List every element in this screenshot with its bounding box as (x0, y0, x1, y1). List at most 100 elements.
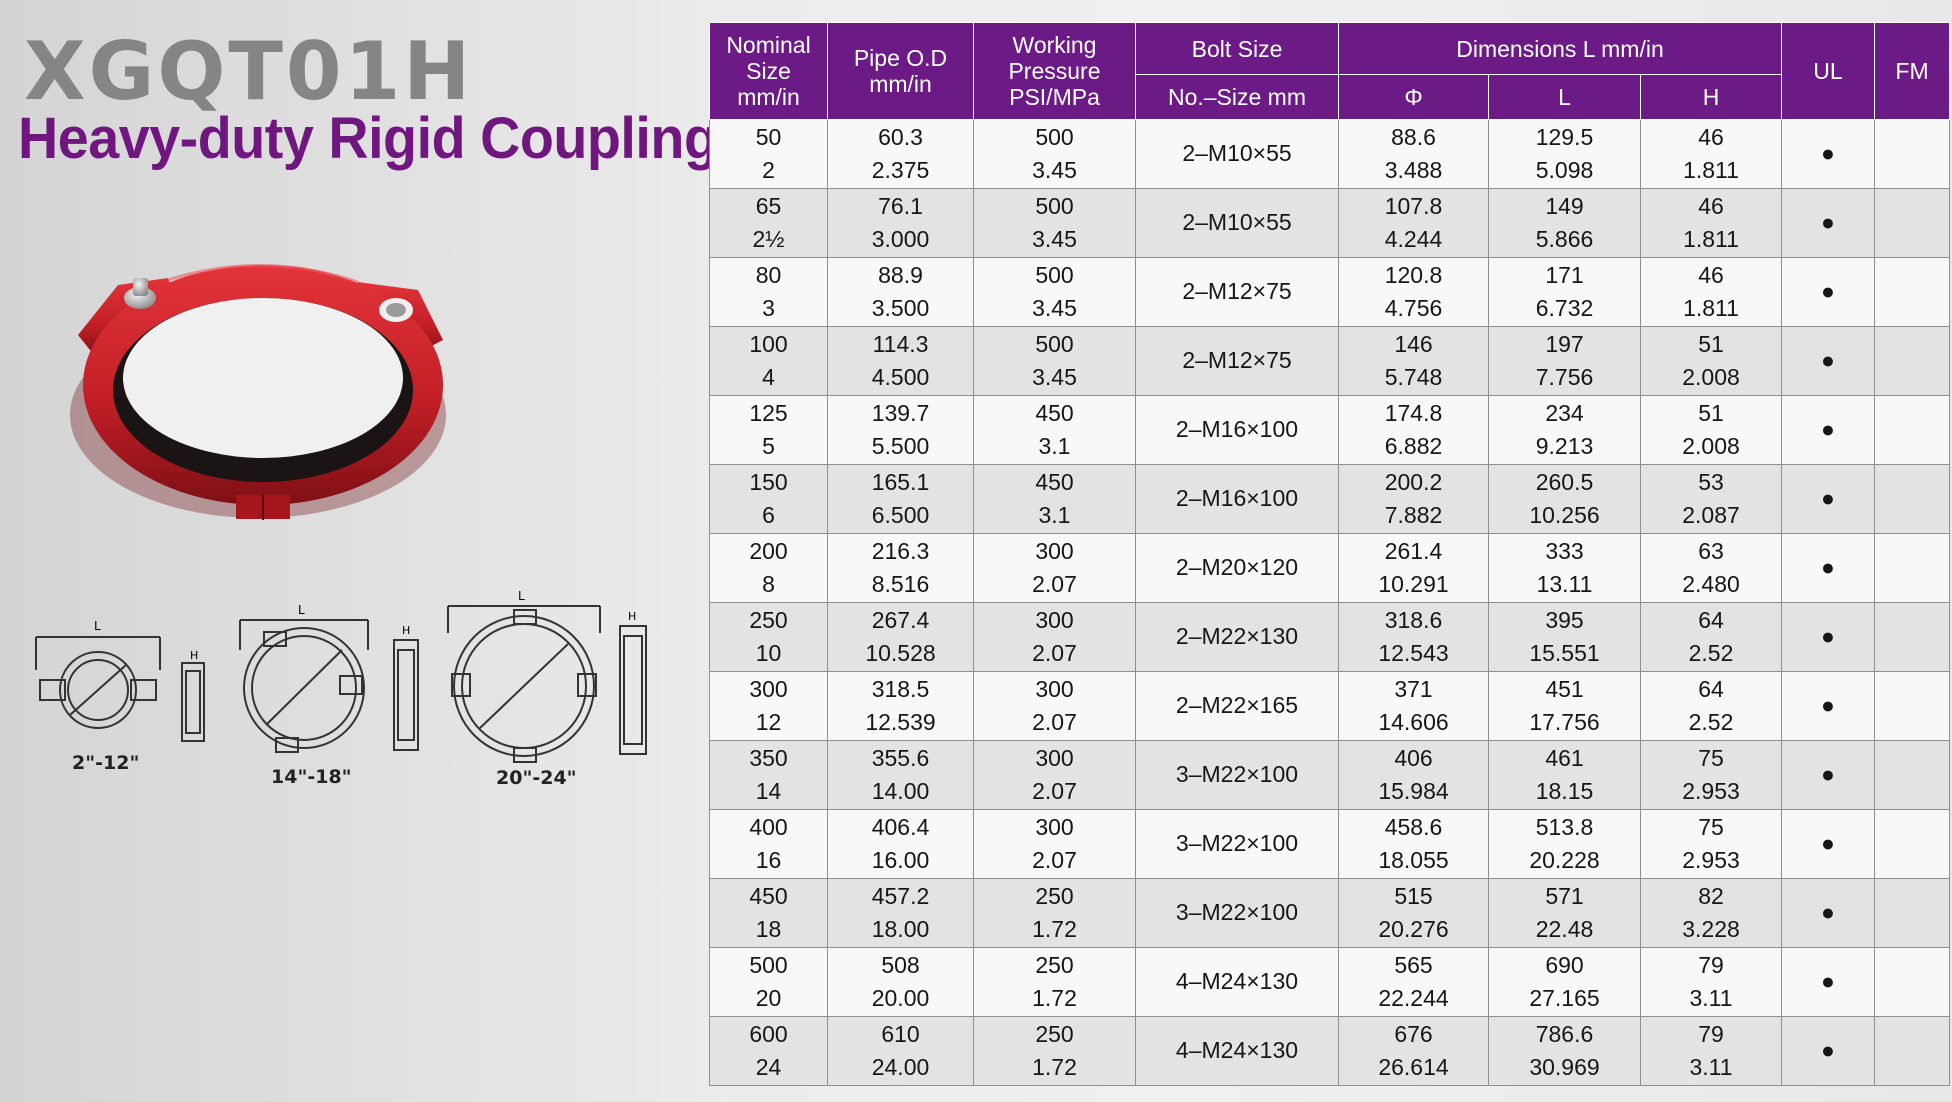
dim-l-metric: 395 (1545, 606, 1584, 633)
working-pressure-imperial: 3.45 (1032, 157, 1077, 183)
cell-pipe-od: 88.9 3.500 (827, 257, 974, 327)
dim-h-metric: 46 (1698, 192, 1724, 219)
dim-h-metric: 46 (1698, 261, 1724, 288)
cell-dim-phi: 676 26.614 (1338, 1016, 1489, 1086)
dim-l-metric: 260.5 (1535, 468, 1594, 495)
nominal-size-imperial: 18 (755, 916, 782, 942)
table-row: 100 4 114.3 4.500 500 3.45 2–M12×75 146 5.748 197… (709, 326, 1950, 396)
cell-ul-listed: ● (1781, 119, 1875, 189)
table-row: 400 16 406.4 16.00 300 2.07 3–M22×100 458.6 18.0… (709, 809, 1950, 879)
cell-pipe-od: 165.1 6.500 (827, 464, 974, 534)
cell-dim-l: 690 27.165 (1488, 947, 1641, 1017)
dim-phi-imperial: 26.614 (1378, 1054, 1449, 1080)
nominal-size-imperial: 20 (755, 985, 782, 1011)
cell-pipe-od: 406.4 16.00 (827, 809, 974, 879)
table-row: 500 20 508 20.00 250 1.72 4–M24×130 565 22.244 69… (709, 947, 1950, 1017)
pipe-od-metric: 139.7 (871, 399, 930, 426)
dim-l-metric: 171 (1545, 261, 1584, 288)
cell-fm-approved (1874, 533, 1950, 603)
cell-dim-l: 333 13.11 (1488, 533, 1641, 603)
cell-ul-listed: ● (1781, 1016, 1875, 1086)
cell-dim-phi: 515 20.276 (1338, 878, 1489, 948)
dim-phi-metric: 146 (1394, 330, 1433, 357)
pipe-od-metric: 60.3 (878, 123, 923, 150)
cell-dim-phi: 88.6 3.488 (1338, 119, 1489, 189)
cell-pipe-od: 267.4 10.528 (827, 602, 974, 672)
cell-dim-l: 260.5 10.256 (1488, 464, 1641, 534)
dim-phi-imperial: 7.882 (1384, 502, 1443, 528)
pipe-od-imperial: 14.00 (871, 778, 930, 804)
pipe-od-imperial: 6.500 (871, 502, 930, 528)
dim-height-mark: H (402, 624, 410, 637)
cell-fm-approved (1874, 809, 1950, 879)
working-pressure-imperial: 3.1 (1038, 433, 1071, 459)
dim-h-imperial: 1.811 (1683, 157, 1739, 183)
drawing-range-label: 2"-12" (72, 752, 140, 774)
cell-bolt-size: 3–M22×100 (1135, 740, 1339, 810)
cell-nominal-size: 65 2½ (709, 188, 828, 258)
dim-phi-imperial: 10.291 (1378, 571, 1449, 597)
cell-dim-h: 75 2.953 (1640, 740, 1782, 810)
cell-dim-h: 75 2.953 (1640, 809, 1782, 879)
cell-working-pressure: 500 3.45 (973, 326, 1136, 396)
cell-pipe-od: 610 24.00 (827, 1016, 974, 1086)
working-pressure-metric: 300 (1035, 606, 1074, 633)
header-dim-l: L (1488, 74, 1641, 120)
working-pressure-imperial: 3.45 (1032, 364, 1077, 390)
pipe-od-imperial: 20.00 (871, 985, 930, 1011)
cell-dim-h: 51 2.008 (1640, 395, 1782, 465)
spec-table: Nominal Size mm/in Pipe O.D mm/in Workin… (709, 22, 1950, 1086)
dim-l-imperial: 9.213 (1535, 433, 1594, 459)
cell-pipe-od: 139.7 5.500 (827, 395, 974, 465)
dim-l-imperial: 13.11 (1536, 571, 1593, 597)
dim-h-imperial: 2.087 (1682, 502, 1740, 528)
dim-phi-metric: 174.8 (1384, 399, 1443, 426)
nominal-size-imperial: 6 (762, 502, 775, 528)
cell-dim-l: 234 9.213 (1488, 395, 1641, 465)
table-row: 50 2 60.3 2.375 500 3.45 2–M10×55 88.6 3.488 129.… (709, 119, 1950, 189)
working-pressure-metric: 300 (1035, 744, 1074, 771)
cell-nominal-size: 200 8 (709, 533, 828, 603)
nominal-size-imperial: 5 (762, 433, 775, 459)
cell-dim-phi: 261.4 10.291 (1338, 533, 1489, 603)
dim-h-metric: 79 (1698, 1020, 1724, 1047)
working-pressure-metric: 300 (1035, 537, 1074, 564)
working-pressure-imperial: 1.72 (1032, 1054, 1077, 1080)
working-pressure-metric: 500 (1035, 330, 1074, 357)
cell-dim-h: 51 2.008 (1640, 326, 1782, 396)
cell-bolt-size: 4–M24×130 (1135, 1016, 1339, 1086)
working-pressure-metric: 500 (1035, 261, 1074, 288)
cell-dim-h: 64 2.52 (1640, 602, 1782, 672)
dim-phi-metric: 200.2 (1384, 468, 1443, 495)
pipe-od-metric: 318.5 (871, 675, 930, 702)
cell-working-pressure: 450 3.1 (973, 395, 1136, 465)
dim-length-mark: L (94, 619, 101, 633)
cell-dim-l: 461 18.15 (1488, 740, 1641, 810)
cell-dim-phi: 200.2 7.882 (1338, 464, 1489, 534)
cell-dim-l: 571 22.48 (1488, 878, 1641, 948)
cell-pipe-od: 318.5 12.539 (827, 671, 974, 741)
dim-l-metric: 197 (1545, 330, 1584, 357)
dim-h-metric: 82 (1698, 882, 1724, 909)
working-pressure-metric: 250 (1035, 882, 1074, 909)
cell-bolt-size: 2–M22×165 (1135, 671, 1339, 741)
working-pressure-metric: 500 (1035, 123, 1074, 150)
nominal-size-metric: 600 (749, 1020, 788, 1047)
cell-fm-approved (1874, 671, 1950, 741)
cell-working-pressure: 250 1.72 (973, 878, 1136, 948)
pipe-od-metric: 165.1 (871, 468, 930, 495)
table-row: 125 5 139.7 5.500 450 3.1 2–M16×100 174.8 6.882 2… (709, 395, 1950, 465)
drawing-large: L H (447, 589, 647, 763)
nominal-size-metric: 250 (749, 606, 788, 633)
nominal-size-imperial: 8 (762, 571, 775, 597)
cell-dim-phi: 146 5.748 (1338, 326, 1489, 396)
cell-fm-approved (1874, 326, 1950, 396)
cell-working-pressure: 250 1.72 (973, 947, 1136, 1017)
cell-nominal-size: 125 5 (709, 395, 828, 465)
cell-dim-h: 53 2.087 (1640, 464, 1782, 534)
dim-h-metric: 46 (1698, 123, 1724, 150)
pipe-od-imperial: 5.500 (871, 433, 930, 459)
pipe-od-metric: 406.4 (871, 813, 930, 840)
cell-fm-approved (1874, 395, 1950, 465)
cell-dim-phi: 107.8 4.244 (1338, 188, 1489, 258)
